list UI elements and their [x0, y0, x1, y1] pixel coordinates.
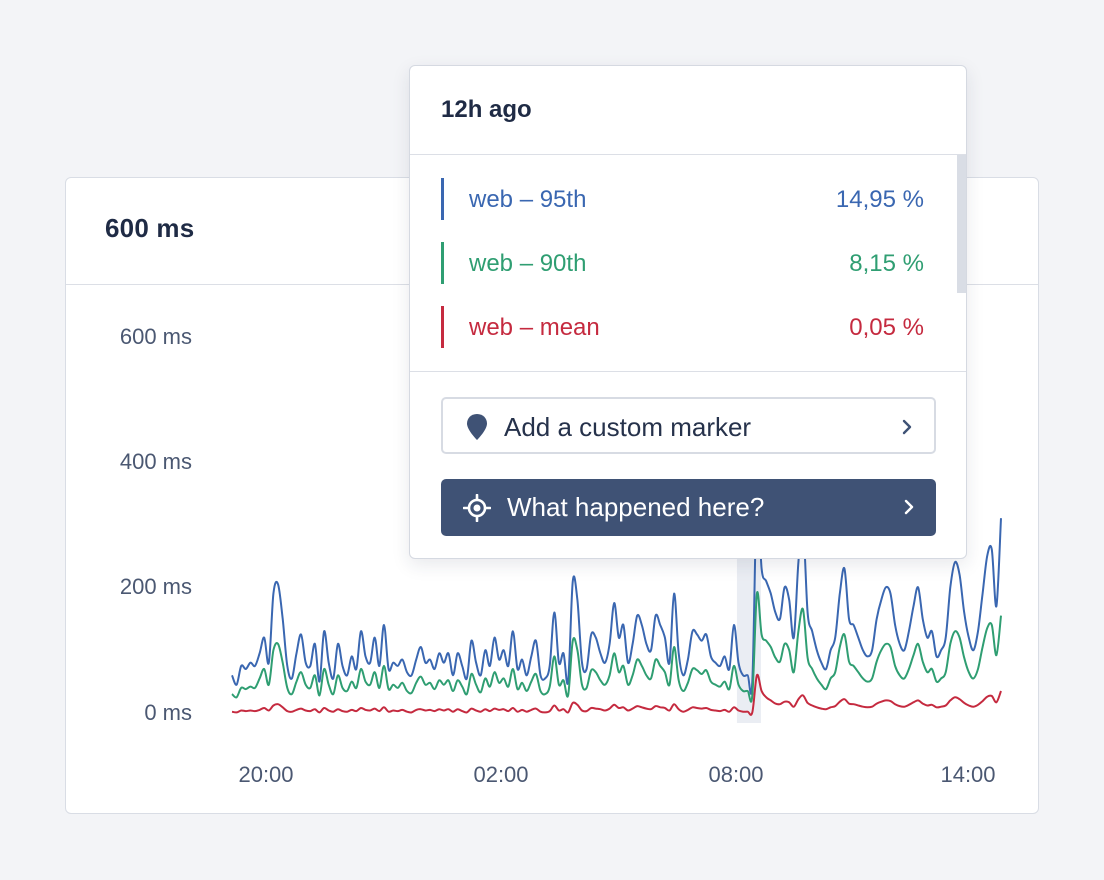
tooltip-row-web-95th: web – 95th 14,95 % [441, 178, 924, 220]
series-value: 14,95 % [835, 186, 924, 213]
tooltip-divider [410, 371, 966, 372]
series-value: 8,15 % [849, 250, 924, 277]
x-tick-label: 02:00 [473, 762, 529, 787]
series-line-web-90th[interactable] [231, 591, 1002, 703]
series-color-swatch [441, 306, 444, 348]
series-color-swatch [441, 242, 444, 284]
what-happened-button[interactable]: What happened here? [441, 479, 936, 536]
series-name: web – 95th [469, 186, 587, 213]
chevron-right-icon [902, 419, 912, 435]
y-tick-label: 400 ms [119, 449, 192, 474]
hover-tooltip: 12h ago web – 95th 14,95 % web – 90th 8,… [409, 65, 967, 559]
map-pin-icon [467, 414, 487, 440]
tooltip-scrollbar[interactable] [957, 155, 966, 293]
x-tick-label: 14:00 [940, 762, 996, 787]
y-tick-label: 200 ms [119, 574, 192, 599]
tooltip-title: 12h ago [441, 96, 532, 123]
y-tick-label: 600 ms [119, 324, 192, 349]
y-tick-label: 0 ms [144, 700, 192, 725]
add-marker-label: Add a custom marker [504, 412, 752, 442]
tooltip-header: 12h ago [410, 66, 966, 155]
x-tick-label: 08:00 [708, 762, 764, 787]
series-value: 0,05 % [849, 314, 924, 341]
series-line-web-mean[interactable] [231, 673, 1002, 716]
series-color-swatch [441, 178, 444, 220]
series-line-web-95th[interactable] [231, 489, 1002, 695]
series-name: web – 90th [469, 250, 587, 277]
tooltip-row-web-mean: web – mean 0,05 % [441, 306, 924, 348]
tooltip-series-list[interactable]: web – 95th 14,95 % web – 90th 8,15 % web… [410, 155, 958, 371]
line-chart[interactable] [66, 178, 1040, 815]
crosshair-icon [463, 494, 491, 522]
card-title: 600 ms [105, 213, 195, 243]
add-custom-marker-button[interactable]: Add a custom marker [441, 397, 936, 454]
what-happened-label: What happened here? [507, 492, 765, 522]
tooltip-row-web-90th: web – 90th 8,15 % [441, 242, 924, 284]
x-tick-label: 20:00 [238, 762, 294, 787]
series-name: web – mean [469, 314, 600, 341]
chevron-right-icon [904, 499, 914, 515]
